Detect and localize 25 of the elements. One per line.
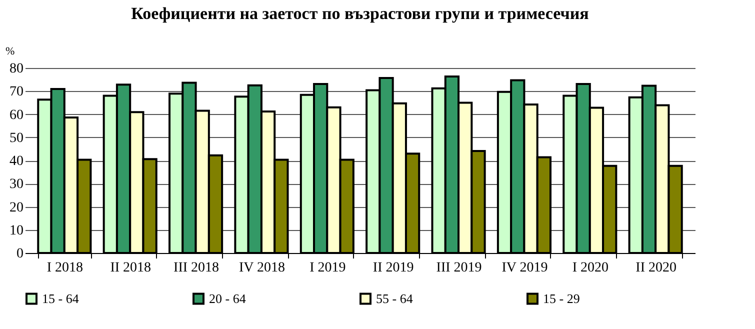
x-tick-label: III 2019 [436, 260, 482, 276]
y-tick-label: 80 [10, 62, 24, 76]
x-tick-label: I 2019 [310, 260, 346, 276]
legend-label: 55 - 64 [376, 290, 414, 306]
y-axis-title: % [6, 46, 15, 58]
y-tick-label: 10 [10, 223, 24, 238]
x-tick-label: I 2020 [572, 260, 608, 276]
x-tick-label: IV 2018 [238, 260, 285, 276]
y-tick-label: 60 [10, 108, 24, 123]
y-tick-label: 0 [16, 246, 24, 262]
y-tick-label: 30 [10, 177, 24, 192]
y-tick-label: 70 [10, 84, 24, 100]
legend-label: 15 - 64 [42, 290, 80, 306]
x-tick-label: II 2019 [372, 260, 414, 276]
chart-title: Коефициенти на заетост по възрастови групи и тримесечия [131, 4, 589, 23]
y-tick-label: 50 [10, 130, 24, 146]
y-tick-label: 20 [10, 200, 24, 216]
x-tick-label: II 2018 [110, 260, 152, 276]
legend-label: 15 - 29 [543, 290, 580, 306]
x-tick-label: II 2020 [636, 260, 676, 276]
y-tick-label: 40 [10, 154, 24, 169]
x-tick-label: I 2018 [46, 260, 83, 276]
x-tick-label: III 2018 [174, 260, 220, 276]
legend-label: 20 - 64 [209, 290, 246, 306]
x-tick-label: IV 2019 [502, 260, 548, 276]
